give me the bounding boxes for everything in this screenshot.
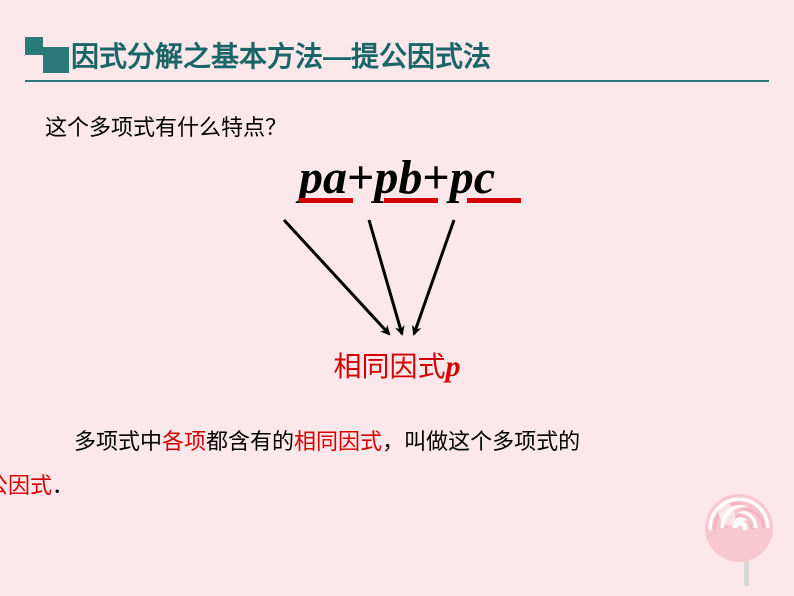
same-factor-label: 相同因式p	[0, 345, 794, 385]
formula-block: pa+pb+pc	[0, 150, 794, 205]
underline-pa	[299, 198, 353, 203]
exp-part-4: ，叫做这个多项式的	[382, 429, 580, 454]
polynomial-formula: pa+pb+pc	[299, 150, 495, 205]
term-pb: pb	[374, 151, 422, 204]
explanation-text: 多项式中各项都含有的相同因式，叫做这个多项式的公因式．	[30, 420, 754, 508]
exp-part-3: 相同因式	[294, 429, 382, 454]
same-factor-text: 相同因式	[333, 351, 445, 382]
underline-pc	[467, 198, 521, 203]
same-factor-p: p	[446, 350, 461, 383]
slide-header: 因式分解之基本方法—提公因式法	[0, 0, 794, 75]
arrows-diagram	[254, 212, 554, 347]
arrow-3	[414, 220, 454, 334]
exp-part-0: 多项式中	[74, 429, 162, 454]
plus-2: +	[422, 151, 449, 204]
exp-part-2: 都含有的	[206, 429, 294, 454]
header-icon	[25, 37, 61, 73]
plus-1: +	[347, 151, 374, 204]
term-pa: pa	[299, 151, 347, 204]
underline-pb	[384, 198, 438, 203]
question-text: 这个多项式有什么特点？	[45, 110, 287, 142]
header-underline	[25, 80, 769, 82]
exp-part-1: 各项	[162, 429, 206, 454]
exp-part-5: 公因式	[0, 473, 52, 498]
exp-part-6: ．	[52, 473, 74, 498]
lollipop-icon	[689, 486, 779, 586]
slide-title: 因式分解之基本方法—提公因式法	[71, 35, 491, 75]
term-pc: pc	[450, 151, 495, 204]
